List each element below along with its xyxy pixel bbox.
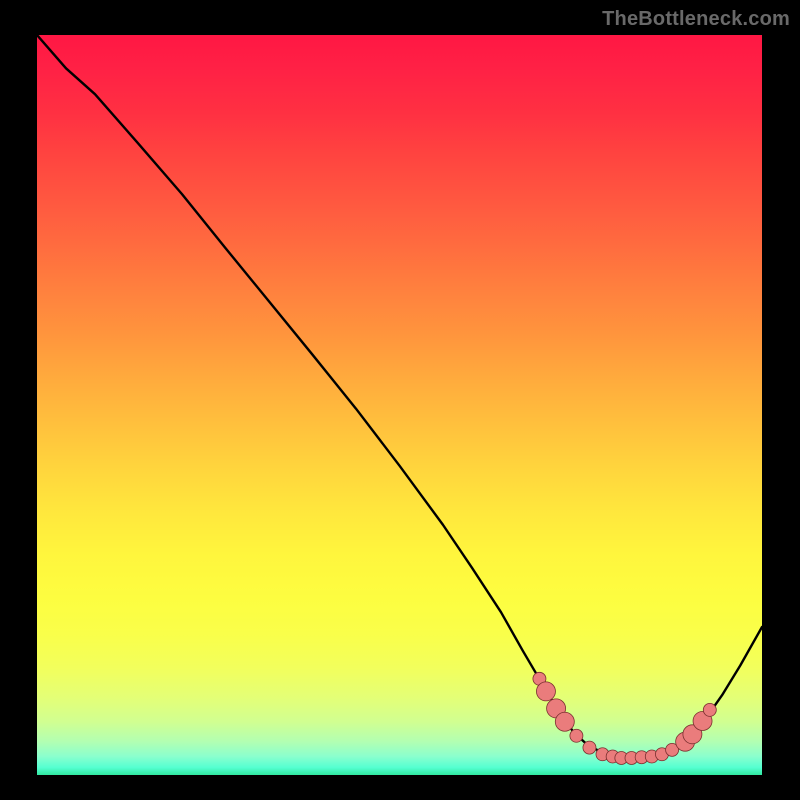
data-marker — [570, 729, 583, 742]
data-marker — [583, 741, 596, 754]
data-marker — [555, 712, 574, 731]
data-marker — [536, 682, 555, 701]
chart-background — [37, 35, 762, 775]
plot-area — [37, 35, 762, 775]
data-marker — [703, 703, 716, 716]
watermark-text: TheBottleneck.com — [602, 8, 790, 31]
chart-container: TheBottleneck.com — [0, 0, 800, 800]
